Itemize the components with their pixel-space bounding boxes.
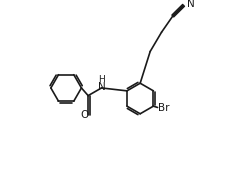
Text: O: O <box>80 110 89 120</box>
Text: N: N <box>98 82 105 92</box>
Text: H: H <box>98 75 105 84</box>
Text: N: N <box>187 0 194 9</box>
Text: Br: Br <box>158 103 170 113</box>
